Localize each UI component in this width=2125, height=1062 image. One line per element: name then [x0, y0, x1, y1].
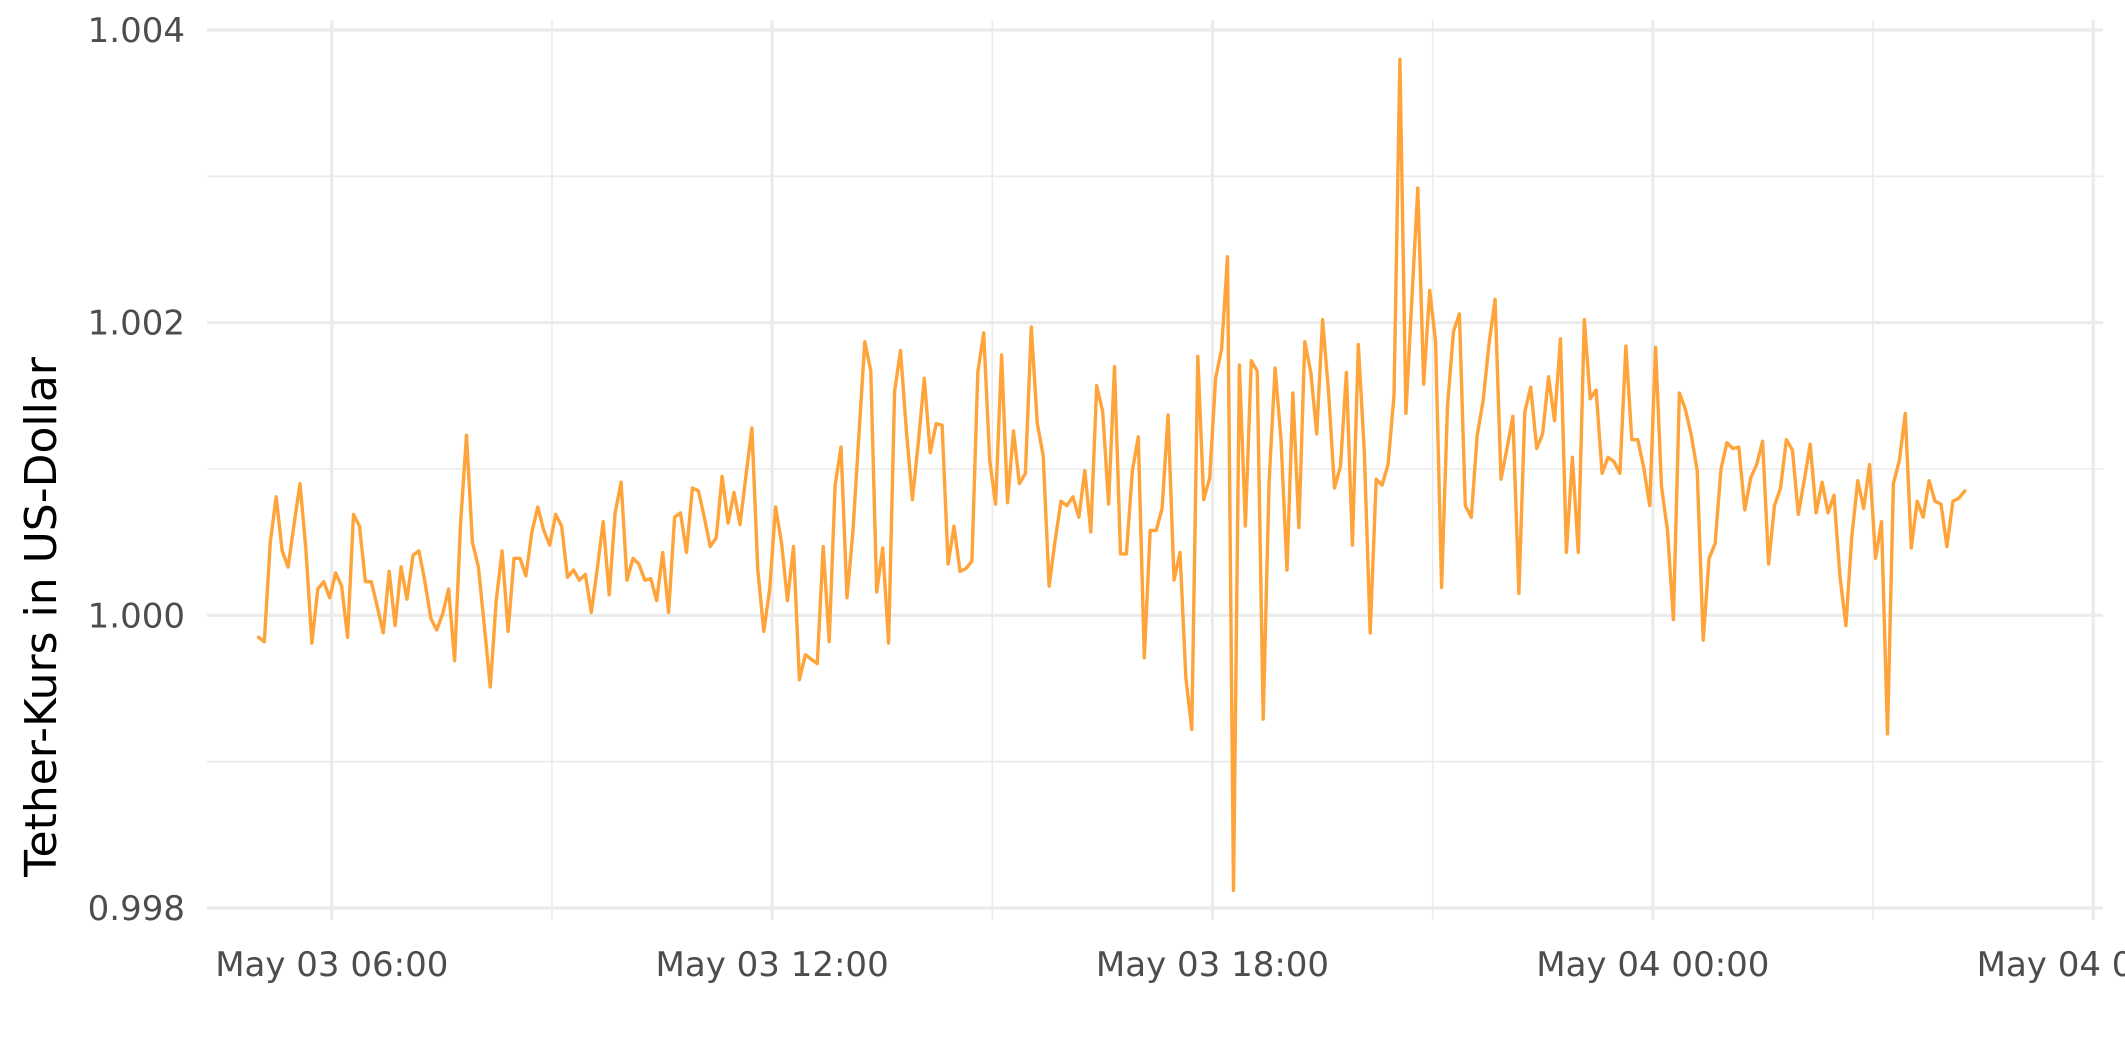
- x-tick-label: May 03 18:00: [1096, 945, 1329, 985]
- y-tick-label: 1.004: [88, 11, 185, 51]
- x-tick-label: May 04 06:00: [1977, 945, 2125, 985]
- x-tick-label: May 03 12:00: [656, 945, 889, 985]
- y-axis-tick-labels: 0.998 1.000 1.002 1.004: [88, 11, 185, 929]
- x-axis-tick-labels: May 03 06:00 May 03 12:00 May 03 18:00 May …: [215, 945, 2125, 985]
- y-tick-label: 1.000: [88, 596, 185, 636]
- y-axis-label: Tether-Kurs in US-Dollar: [16, 356, 67, 878]
- x-tick-label: May 04 00:00: [1536, 945, 1769, 985]
- y-tick-label: 0.998: [88, 889, 185, 929]
- x-tick-label: May 03 06:00: [215, 945, 448, 985]
- series-line: [256, 57, 1967, 893]
- series-layer: [256, 57, 1967, 893]
- grid-layer: [207, 20, 2103, 920]
- y-tick-label: 1.002: [88, 304, 185, 344]
